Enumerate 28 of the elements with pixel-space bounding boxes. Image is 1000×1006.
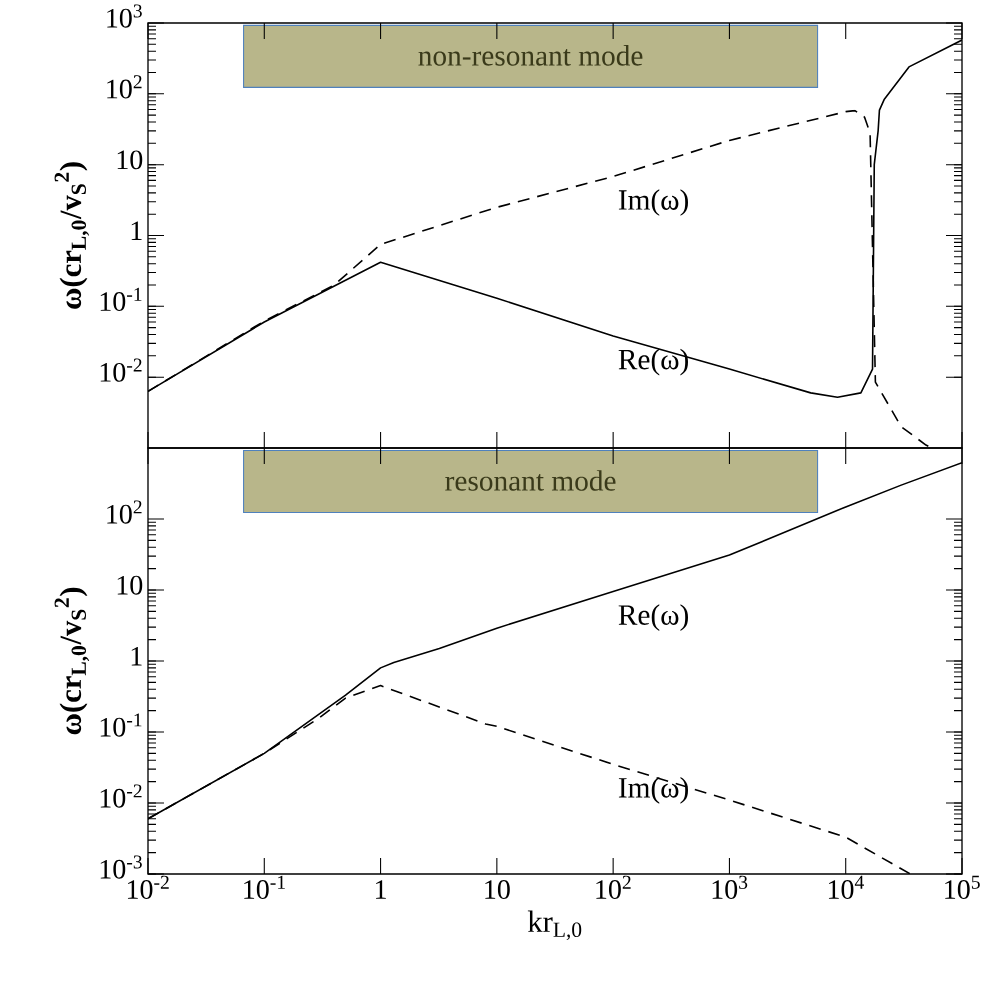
x-tick-label: 10$^{4}$ [828,875,864,899]
x-tick-label: 10$^{2}$ [596,875,631,899]
x-tick-label: 10 [485,880,510,899]
x-tick-label: 10$^{5}$ [945,875,980,899]
x-axis-title: kr$_{L,0}$ [527,910,582,941]
y-tick-label: 10 [117,150,143,170]
x-tick-label: 10$^{-1}$ [244,875,285,899]
y-tick-label: 10$^{-2}$ [100,784,142,808]
x-tick-label: 10$^{3}$ [712,875,748,899]
y-tick-label: 10$^{2}$ [107,75,142,99]
y-tick-label: 10$^{-3}$ [100,855,142,879]
y-tick-label: 10$^{-2}$ [100,358,142,382]
y-tick-label: 10 [117,575,143,595]
x-tick-label: 1 [376,880,386,899]
y-tick-label: 10$^{-1}$ [100,713,142,737]
y-tick-label: 10$^{2}$ [107,500,142,524]
y-axis-title: ω(cr$_{L,0}$/v$_{S}$$^{2}$) [54,162,90,309]
series-label: Im(ω) [618,777,688,804]
y-tick-label: 1 [131,221,142,240]
series-label: Im(ω) [618,189,688,216]
series-label: Re(ω) [618,348,688,376]
y-tick-label: 10$^{-1}$ [100,287,142,311]
y-tick-label: 1 [131,646,142,666]
text: resonant mode [445,470,616,491]
text: non-resonant mode [418,45,643,66]
series-label: Re(ω) [618,604,688,631]
y-tick-label: 10$^{3}$ [107,4,142,28]
y-axis-title: ω(cr$_{L,0}$/v$_{S}$$^{2}$) [54,587,90,735]
